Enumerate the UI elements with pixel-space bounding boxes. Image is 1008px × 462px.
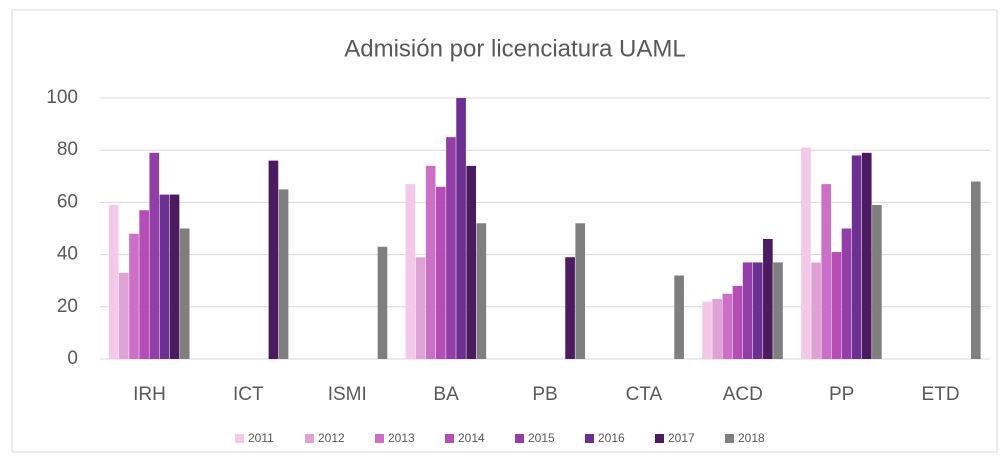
- legend-swatch: [585, 434, 594, 443]
- bar: [179, 228, 190, 359]
- bar: [139, 210, 149, 359]
- legend-swatch: [445, 434, 454, 443]
- x-tick-label: PP: [829, 384, 854, 405]
- bar: [268, 160, 279, 359]
- bar: [811, 262, 821, 359]
- bar: [405, 184, 416, 359]
- x-tick-label: BA: [433, 384, 459, 405]
- legend-swatch: [235, 434, 244, 443]
- bar: [732, 285, 743, 359]
- x-tick-label: IRH: [133, 384, 166, 405]
- bar: [851, 155, 862, 359]
- x-tick-label: ETD: [922, 384, 960, 405]
- bar: [821, 184, 832, 359]
- bar: [278, 189, 289, 359]
- bar: [119, 272, 129, 359]
- x-tick-label: ACD: [723, 384, 763, 405]
- bar: [466, 165, 477, 359]
- bar: [773, 262, 783, 359]
- legend-label: 2013: [388, 431, 415, 445]
- bar: [763, 238, 773, 359]
- legend-label: 2012: [318, 431, 345, 445]
- x-tick-label: PB: [532, 384, 557, 405]
- bar: [861, 152, 872, 359]
- bar: [801, 147, 811, 359]
- bar: [446, 137, 456, 359]
- chart-title: Admisión por licenciatura UAML: [344, 35, 685, 62]
- bar: [129, 233, 139, 359]
- legend-label: 2011: [248, 431, 274, 445]
- bar: [108, 205, 119, 359]
- x-tick-label: CTA: [626, 384, 663, 405]
- bar: [712, 298, 723, 359]
- bar: [159, 194, 170, 359]
- bar: [752, 262, 763, 359]
- bar: [476, 223, 487, 359]
- bar: [722, 293, 733, 359]
- legend-label: 2015: [528, 431, 555, 445]
- legend-swatch: [375, 434, 384, 443]
- bar: [702, 301, 712, 359]
- y-tick-label: 0: [67, 348, 78, 369]
- legend-label: 2014: [458, 431, 485, 445]
- legend-label: 2018: [738, 431, 765, 445]
- bar: [425, 165, 436, 359]
- bar: [970, 181, 981, 359]
- legend-swatch: [725, 434, 734, 443]
- legend-label: 2016: [598, 431, 625, 445]
- bar: [742, 262, 753, 359]
- legend-swatch: [655, 434, 664, 443]
- bar: [872, 205, 882, 359]
- bar: [575, 223, 586, 359]
- bar: [674, 275, 684, 359]
- y-tick-label: 60: [57, 191, 78, 212]
- y-tick-label: 40: [57, 244, 78, 265]
- bar: [435, 186, 446, 359]
- bar: [456, 98, 466, 359]
- bar: [841, 228, 852, 359]
- legend-swatch: [305, 434, 314, 443]
- bar: [169, 194, 180, 359]
- x-tick-label: ICT: [233, 384, 264, 405]
- bar: [415, 257, 426, 359]
- y-tick-label: 80: [57, 139, 78, 160]
- bar: [377, 246, 388, 359]
- y-tick-label: 100: [46, 87, 78, 108]
- legend-label: 2017: [668, 431, 695, 445]
- y-tick-label: 20: [57, 296, 78, 317]
- x-tick-label: ISMI: [328, 384, 367, 405]
- bar: [565, 257, 575, 359]
- bar: [831, 251, 842, 359]
- legend-swatch: [515, 434, 524, 443]
- bar: [149, 152, 160, 359]
